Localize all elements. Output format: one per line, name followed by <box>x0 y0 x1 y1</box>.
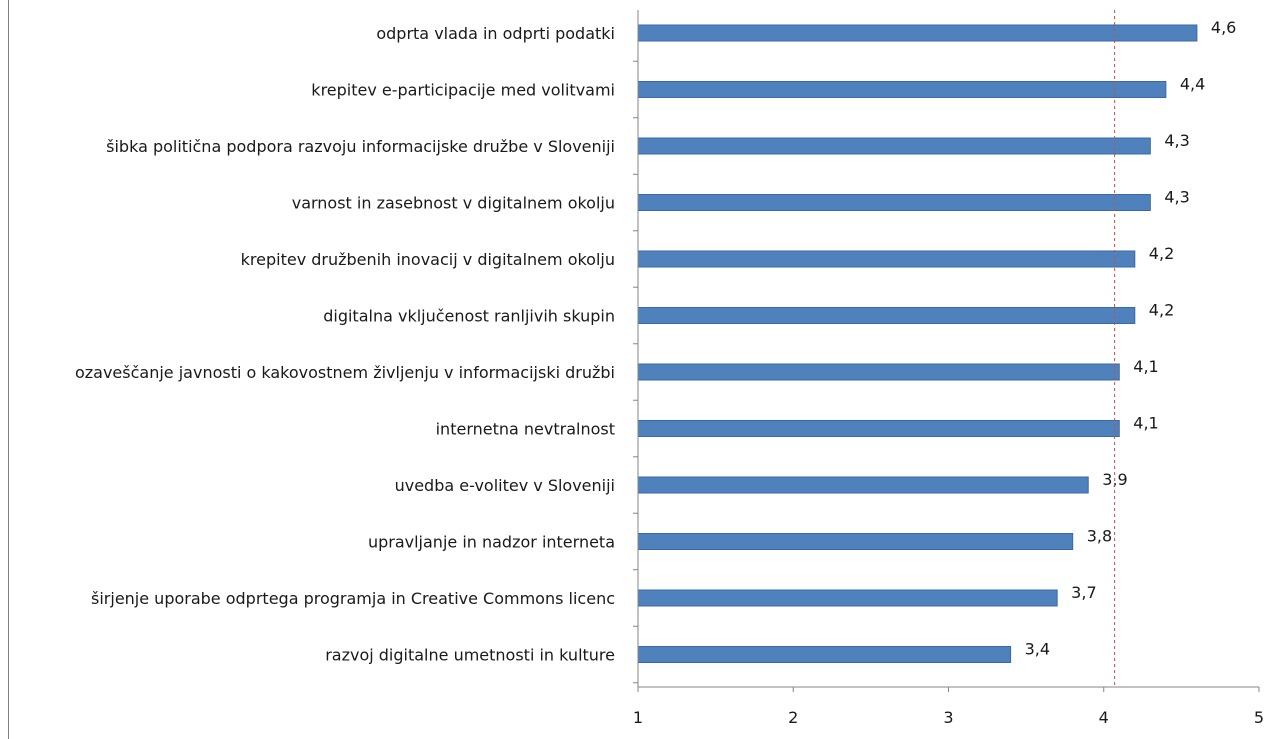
category-label: krepitev družbenih inovacij v digitalnem… <box>241 250 615 269</box>
category-label: širjenje uporabe odprtega programja in C… <box>91 589 615 608</box>
x-tick-label: 5 <box>1254 708 1264 727</box>
value-label: 4,2 <box>1149 244 1174 263</box>
bar <box>637 589 1058 607</box>
bar <box>637 307 1136 324</box>
bar <box>637 250 1136 268</box>
value-label: 3,8 <box>1087 527 1112 546</box>
value-label: 4,3 <box>1164 131 1189 150</box>
value-label: 3,4 <box>1025 640 1050 659</box>
bar <box>637 476 1089 494</box>
value-label: 4,4 <box>1180 75 1205 94</box>
x-tick-label: 3 <box>943 708 953 727</box>
frame-left-border <box>8 0 9 739</box>
category-label: varnost in zasebnost v digitalnem okolju <box>292 194 615 213</box>
bars-group <box>637 24 1198 663</box>
value-labels-group: 4,64,44,34,34,24,24,14,13,93,83,73,4 <box>1025 18 1237 659</box>
category-label: upravljanje in nadzor interneta <box>368 533 615 552</box>
category-label: ozaveščanje javnosti o kakovostnem življ… <box>75 363 615 382</box>
bar <box>637 81 1167 98</box>
category-label: uvedba e-volitev v Sloveniji <box>395 476 615 495</box>
value-label: 4,6 <box>1211 18 1236 37</box>
bar <box>637 420 1120 437</box>
axes-group: 1 2 3 4 5 <box>633 10 1264 727</box>
value-label: 4,2 <box>1149 301 1174 320</box>
category-labels-group: odprta vlada in odprti podatki krepitev e… <box>75 24 615 665</box>
value-label: 4,1 <box>1133 357 1158 376</box>
category-label: šibka politična podpora razvoju informac… <box>106 137 615 156</box>
category-label: internetna nevtralnost <box>436 420 615 439</box>
category-label: krepitev e-participacije med volitvami <box>311 81 615 100</box>
bar <box>637 646 1012 663</box>
bar <box>637 24 1198 42</box>
x-tick-label: 1 <box>633 708 643 727</box>
bar <box>637 363 1120 381</box>
value-label: 4,3 <box>1164 188 1189 207</box>
category-label: razvoj digitalne umetnosti in kulture <box>325 646 615 665</box>
x-tick-label: 4 <box>1099 708 1109 727</box>
category-label: digitalna vključenost ranljivih skupin <box>323 307 615 326</box>
bar <box>637 533 1074 550</box>
bar <box>637 137 1151 155</box>
x-tick-label: 2 <box>788 708 798 727</box>
value-label: 3,7 <box>1071 583 1096 602</box>
category-label: odprta vlada in odprti podatki <box>376 24 615 43</box>
value-label: 4,1 <box>1133 414 1158 433</box>
bar <box>637 194 1151 211</box>
